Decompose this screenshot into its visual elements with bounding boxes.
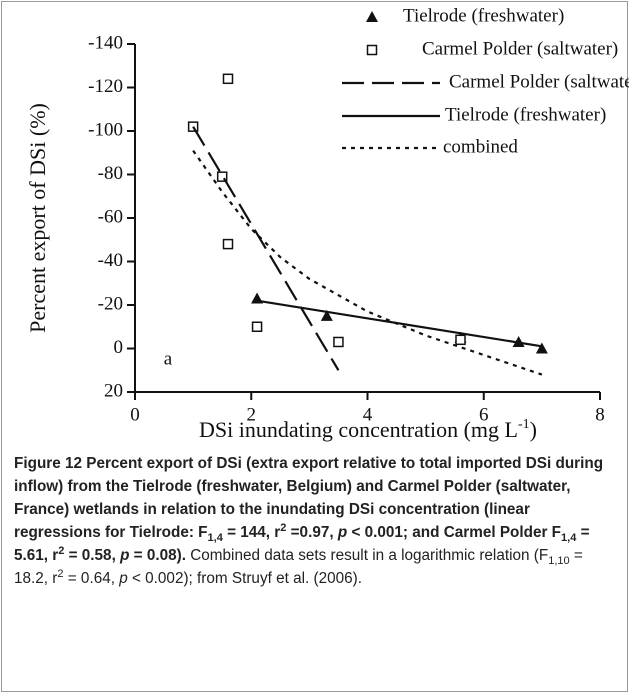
caption-run: 2 — [280, 521, 287, 534]
fit-line — [192, 149, 543, 376]
caption-run: p — [337, 524, 348, 541]
caption-run: = 5.61, r — [14, 524, 590, 564]
data-point — [535, 342, 548, 354]
x-tick-label: 8 — [595, 404, 605, 425]
panel-label: a — [164, 348, 173, 369]
x-axis-label: DSi inundating concentration (mg L-1) — [199, 417, 537, 442]
caption-run: = 18.2, r — [14, 547, 583, 587]
caption-run: = 0.58, — [64, 547, 121, 564]
fit-line — [256, 299, 543, 348]
y-tick-label: 20 — [104, 380, 123, 401]
caption-run: Percent export of DSi (extra export rela… — [14, 455, 604, 541]
y-tick-label: -60 — [98, 206, 123, 227]
data-point — [512, 335, 525, 347]
legend-label: Carmel Polder (saltwater) — [422, 38, 618, 59]
fit-line — [192, 126, 340, 371]
caption-run: 2 — [58, 544, 65, 557]
chart: -140 -120 -100 -80 -60 -40 -20 0 20 0 2 4 6 8 Percent … — [25, 5, 629, 442]
legend-label: Carmel Polder (saltwater) — [449, 71, 629, 92]
y-tick-label: -140 — [88, 32, 123, 53]
y-tick-label: -120 — [88, 76, 123, 97]
caption-run: 2 — [57, 567, 64, 580]
caption-run: 1,4 — [207, 532, 223, 545]
data-point — [222, 73, 234, 85]
legend-marker — [366, 44, 378, 56]
legend-label: Tielrode (freshwater) — [403, 5, 564, 26]
legend-marker — [366, 11, 378, 22]
legend-label: combined — [443, 136, 518, 157]
y-tick-label: -80 — [98, 163, 123, 184]
data-point — [222, 238, 234, 250]
data-point — [333, 336, 344, 348]
caption: Figure 12 Percent export of DSi (extra e… — [14, 452, 614, 590]
y-tick-label: 0 — [114, 337, 124, 358]
caption-run: 1,10 — [548, 555, 570, 568]
data-point — [216, 171, 228, 182]
caption-run: 1,4 — [561, 532, 577, 545]
data-point — [251, 321, 263, 332]
x-tick-label: 4 — [363, 404, 373, 425]
caption-run: < 0.002); from Struyf et al. (2006). — [127, 570, 362, 587]
caption-run: Figure 12 — [14, 455, 83, 472]
caption-run: p — [120, 547, 130, 564]
x-axis-label-part: ) — [530, 417, 537, 442]
y-axis-label: Percent export of DSi (%) — [25, 103, 50, 333]
caption-run: p — [119, 570, 128, 587]
x-axis-label-part: DSi inundating concentration (mg L — [199, 417, 518, 442]
x-tick-label: 2 — [247, 404, 257, 425]
data-point — [320, 309, 333, 321]
legend-label: Tielrode (freshwater) — [445, 104, 606, 125]
x-tick-label: 0 — [130, 404, 140, 425]
y-tick-label: -40 — [98, 250, 123, 271]
caption-run: = 0.08). — [129, 547, 186, 564]
caption-run: = 0.64, — [63, 570, 120, 587]
caption-run: = 144, r — [222, 524, 281, 541]
caption-run: < 0.001; and Carmel Polder F — [347, 524, 562, 541]
x-axis-label-part: -1 — [518, 417, 530, 432]
caption-run: Combined data sets result in a logarithm… — [186, 547, 549, 564]
y-tick-label: -20 — [98, 293, 123, 314]
x-tick-label: 6 — [479, 404, 489, 425]
caption-run: =0.97, — [286, 524, 338, 541]
y-tick-label: -100 — [88, 119, 123, 140]
data-point — [455, 334, 466, 346]
